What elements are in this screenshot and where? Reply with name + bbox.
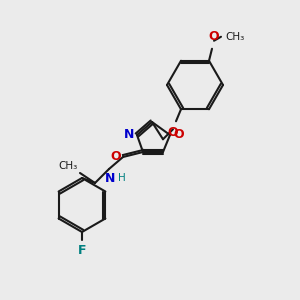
Text: O: O [168,126,178,139]
Text: N: N [105,172,115,185]
Text: O: O [110,149,121,163]
Text: O: O [209,30,219,43]
Text: O: O [173,128,184,142]
Text: CH₃: CH₃ [225,32,244,42]
Text: N: N [124,128,134,142]
Text: H: H [118,173,126,183]
Text: F: F [78,244,86,257]
Text: CH₃: CH₃ [59,161,78,171]
